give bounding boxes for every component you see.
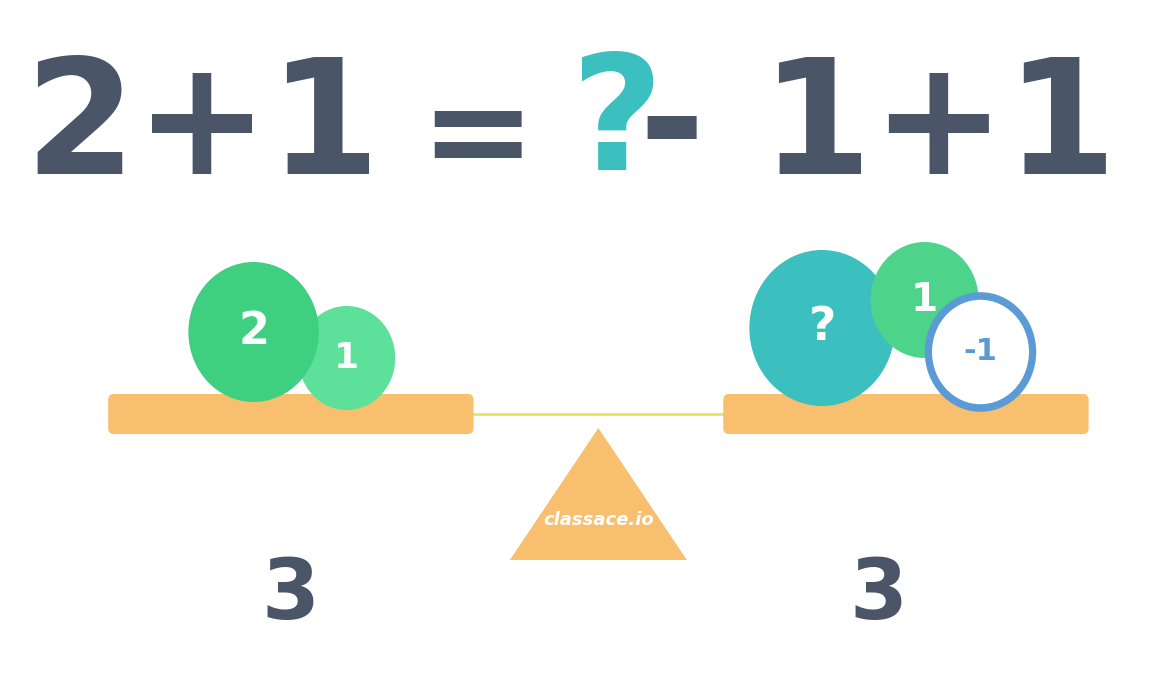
Circle shape bbox=[925, 292, 1037, 412]
Text: 1: 1 bbox=[911, 281, 938, 319]
Text: 2+1: 2+1 bbox=[24, 53, 381, 207]
Text: -1: -1 bbox=[964, 337, 997, 367]
Text: classace.io: classace.io bbox=[543, 511, 654, 529]
Circle shape bbox=[298, 306, 395, 410]
Text: 2: 2 bbox=[238, 311, 269, 354]
Polygon shape bbox=[510, 428, 687, 560]
Circle shape bbox=[188, 262, 319, 402]
Circle shape bbox=[749, 250, 895, 406]
Text: - 1+1: - 1+1 bbox=[639, 53, 1117, 207]
FancyBboxPatch shape bbox=[723, 394, 1089, 434]
Text: 3: 3 bbox=[262, 555, 320, 635]
Circle shape bbox=[871, 242, 979, 358]
Text: ?: ? bbox=[808, 306, 836, 350]
Text: ?: ? bbox=[571, 47, 663, 202]
Circle shape bbox=[929, 297, 1032, 407]
FancyBboxPatch shape bbox=[108, 394, 474, 434]
Text: 1: 1 bbox=[334, 341, 360, 375]
Text: 3: 3 bbox=[849, 555, 907, 635]
Text: =: = bbox=[419, 73, 535, 207]
